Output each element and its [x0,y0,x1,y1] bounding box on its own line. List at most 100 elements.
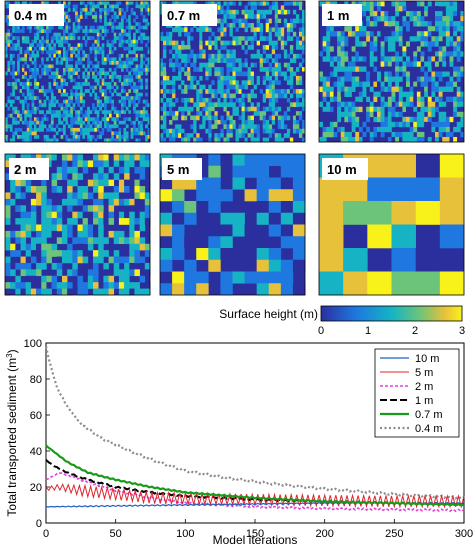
heatmap-cell [208,189,221,202]
heatmap-cell [208,84,212,90]
heatmap-cell [241,97,245,103]
heatmap-cell [121,29,124,34]
heatmap-cell [104,89,107,93]
heatmap-cell [244,106,248,112]
heatmap-cell [301,75,306,81]
heatmap-cell [409,16,414,22]
heatmap-cell [48,89,52,93]
heatmap-cell [25,243,32,251]
heatmap-cell [416,16,421,22]
heatmap-cell [145,99,148,104]
heatmap-cell [34,25,37,30]
heatmap-cell [41,250,47,257]
heatmap-cell [36,53,40,58]
heatmap-cell [169,97,173,103]
heatmap-cell [199,89,203,94]
heatmap-cell [124,256,130,264]
heatmap-cell [134,192,140,200]
heatmap-cell [256,201,270,214]
heatmap-cell [79,103,83,108]
heatmap-cell [232,18,236,24]
heatmap-cell [48,29,52,34]
heatmap-cell [427,61,432,67]
heatmap-cell [199,124,203,130]
heatmap-cell [196,177,209,190]
heatmap-cell [135,4,139,9]
heatmap-cell [53,36,57,41]
heatmap-cell [205,111,209,116]
heatmap-cell [277,14,282,19]
heatmap-cell [29,75,32,79]
heatmap-cell [259,106,264,112]
heatmap-cell [72,269,78,277]
heatmap-cell [229,27,233,33]
heatmap-cell [93,230,99,238]
heatmap-cell [55,50,59,55]
heatmap-cell [82,250,89,257]
heatmap-cell [250,111,254,116]
heatmap-cell [133,131,136,136]
heatmap-cell [329,131,334,138]
heatmap-cell [280,93,285,99]
heatmap-cell [26,92,30,97]
heatmap-cell [196,189,209,202]
heatmap-cell [169,49,173,55]
heatmap-cell [36,71,40,76]
heatmap-cell [344,66,349,72]
heatmap-cell [387,56,392,62]
heatmap-cell [113,15,117,19]
heatmap-cell [5,160,11,168]
heatmap-cell [63,1,66,5]
heatmap-cell [79,57,83,62]
heatmap-cell [34,32,37,37]
heatmap-cell [5,192,11,200]
heatmap-cell [128,117,131,122]
heatmap-cell [445,16,450,22]
heatmap-cell [268,36,273,41]
heatmap-cell [48,92,52,97]
heatmap-cell [409,31,414,37]
heatmap-cell [326,111,331,118]
heatmap-cell [113,36,117,41]
heatmap-cell [133,39,136,44]
heatmap-cell [373,116,378,123]
heatmap-cell [280,271,294,284]
heatmap-cell [139,192,146,200]
heatmap-cell [187,45,191,50]
heatmap-cell [435,136,439,143]
series-layer [44,346,465,513]
heatmap-cell [99,64,102,69]
y-tick-label: 60 [30,410,42,422]
heatmap-cell [17,124,20,129]
heatmap-cell [121,50,124,55]
heatmap-cell [67,46,71,51]
heatmap-cell [241,133,245,138]
heatmap-cell [329,86,334,92]
heatmap-cell [229,80,233,86]
heatmap-cell [7,106,11,111]
heatmap-cell [29,29,32,34]
heatmap-cell [99,106,102,111]
heatmap-cell [453,121,458,128]
heatmap-cell [343,201,368,225]
heatmap-cell [196,111,200,116]
heatmap-cell [289,119,294,125]
heatmap-cell [280,71,285,77]
heatmap-cell [460,86,465,92]
heatmap-cell [220,128,224,134]
heatmap-cell [58,60,61,65]
heatmap-cell [262,75,267,81]
heatmap-cell [283,71,288,77]
heatmap-cell [431,61,436,67]
heatmap-cell [220,84,224,90]
heatmap-cell [103,288,109,296]
heatmap-cell [262,67,267,72]
heatmap-cell [344,51,349,57]
heatmap-cell [20,230,27,238]
heatmap-cell [24,134,28,139]
heatmap-cell [409,6,414,12]
heatmap-cell [128,11,131,16]
heatmap-cell [99,120,102,125]
heatmap-cell [362,6,367,12]
heatmap-cell [34,46,37,51]
